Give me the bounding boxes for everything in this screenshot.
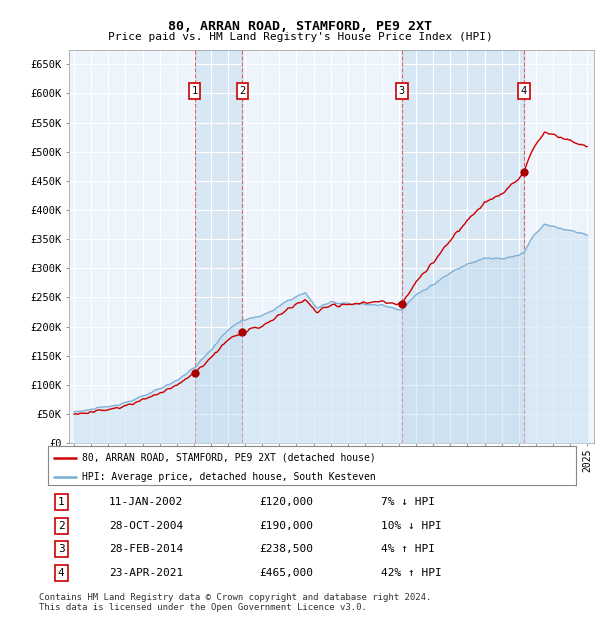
Text: 3: 3 <box>398 86 405 96</box>
Text: 2: 2 <box>58 521 65 531</box>
Text: 23-APR-2021: 23-APR-2021 <box>109 568 183 578</box>
Text: £190,000: £190,000 <box>259 521 313 531</box>
Text: 42% ↑ HPI: 42% ↑ HPI <box>380 568 442 578</box>
Bar <box>194 50 242 443</box>
Text: 80, ARRAN ROAD, STAMFORD, PE9 2XT (detached house): 80, ARRAN ROAD, STAMFORD, PE9 2XT (detac… <box>82 453 376 463</box>
Text: 80, ARRAN ROAD, STAMFORD, PE9 2XT: 80, ARRAN ROAD, STAMFORD, PE9 2XT <box>168 20 432 33</box>
Text: Contains HM Land Registry data © Crown copyright and database right 2024.
This d: Contains HM Land Registry data © Crown c… <box>39 593 431 612</box>
Text: £465,000: £465,000 <box>259 568 313 578</box>
Text: 1: 1 <box>191 86 197 96</box>
Text: HPI: Average price, detached house, South Kesteven: HPI: Average price, detached house, Sout… <box>82 472 376 482</box>
Text: 28-OCT-2004: 28-OCT-2004 <box>109 521 183 531</box>
Text: 7% ↓ HPI: 7% ↓ HPI <box>380 497 434 507</box>
Text: 2: 2 <box>239 86 245 96</box>
Text: 28-FEB-2014: 28-FEB-2014 <box>109 544 183 554</box>
Text: 3: 3 <box>58 544 65 554</box>
Text: £238,500: £238,500 <box>259 544 313 554</box>
Text: 4: 4 <box>58 568 65 578</box>
Bar <box>402 50 524 443</box>
Text: 4% ↑ HPI: 4% ↑ HPI <box>380 544 434 554</box>
Text: Price paid vs. HM Land Registry's House Price Index (HPI): Price paid vs. HM Land Registry's House … <box>107 32 493 42</box>
Text: 10% ↓ HPI: 10% ↓ HPI <box>380 521 442 531</box>
Text: 11-JAN-2002: 11-JAN-2002 <box>109 497 183 507</box>
Text: 4: 4 <box>521 86 527 96</box>
Text: £120,000: £120,000 <box>259 497 313 507</box>
Text: 1: 1 <box>58 497 65 507</box>
